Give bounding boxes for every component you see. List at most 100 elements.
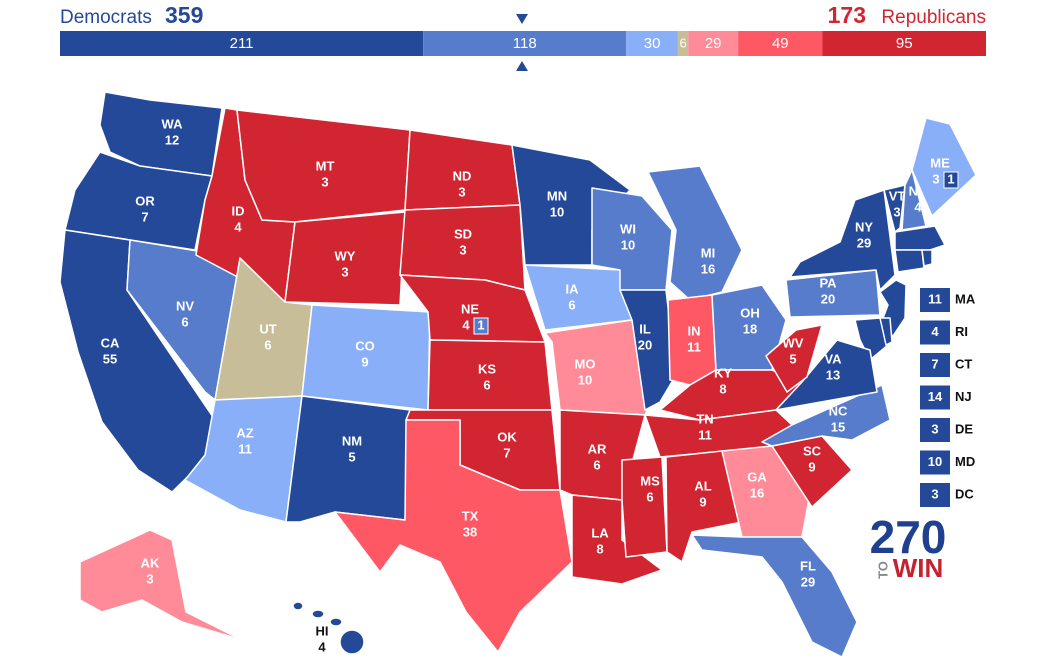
state-ev: 10 [578,372,592,387]
state-shape [524,264,633,331]
state-ev: 13 [826,367,840,382]
state-abbr: NM [342,433,362,448]
state-shape [339,629,365,655]
state-ev: 6 [181,314,188,329]
state-ks: KS6 [427,339,553,411]
state-vt: VT3 [883,184,906,233]
state-ev: 9 [808,459,815,474]
small-state-abbr: CT [955,356,972,371]
district-box [943,171,959,189]
small-state: 7 CT [920,353,972,377]
small-state-abbr: MA [955,291,976,306]
state-ev: 11 [687,339,701,354]
state-abbr: FL [800,558,816,573]
state-abbr: ME [930,155,950,170]
state-abbr: NY [855,219,873,234]
state-ma [894,225,946,251]
state-abbr: CO [355,338,375,353]
state-ev: 29 [801,574,815,589]
small-state-ev: 3 [931,421,938,436]
state-abbr: ND [453,168,472,183]
state-abbr: WY [335,248,356,263]
state-sd: SD3 [399,204,526,291]
bar-segment-label: 6 [679,35,686,50]
small-state-ev: 11 [928,291,942,306]
state-abbr: IL [639,321,651,336]
state-ev: 5 [789,351,796,366]
small-state: 10 MD [920,450,975,475]
state-ev: 11 [698,427,712,442]
state-ri [921,249,933,267]
state-abbr: SD [454,226,472,241]
small-state-ev: 10 [928,454,942,469]
state-ev: 4 [914,199,922,214]
bar-segment-label: 30 [644,35,661,52]
state-abbr: ID [232,203,245,218]
state-abbr: GA [747,469,767,484]
state-ev: 20 [638,337,652,352]
state-shape [329,617,343,627]
state-abbr: TN [696,411,713,426]
small-state-ev: 3 [931,486,938,501]
bar-segment [738,31,823,56]
state-ev: 3 [893,204,900,219]
small-state-ev: 7 [931,356,938,371]
state-abbr: MI [701,245,715,260]
state-abbr: TX [462,508,479,523]
majority-marker-top [516,14,528,24]
state-ev: 3 [321,174,328,189]
state-abbr: LA [591,525,609,540]
state-ev: 4 [318,639,326,654]
logo-to: TO [875,561,890,579]
state-abbr: AZ [236,425,253,440]
small-state-box [920,418,950,442]
state-shape [292,601,304,611]
bar-segment-label: 49 [772,35,789,52]
state-abbr: WI [620,221,636,236]
state-nd: ND3 [404,129,521,211]
small-state-box [920,450,950,475]
state-ev: 8 [596,541,603,556]
state-me: ME3 1 [911,117,977,217]
state-ia: IA6 [524,264,633,331]
dem-label: Democrats [60,7,152,28]
state-abbr: CA [101,335,120,350]
small-state: 3 DE [920,418,973,442]
small-state-abbr: DE [955,421,973,436]
state-abbr: WA [162,116,184,131]
small-state: 4 RI [920,320,968,345]
state-ev: 4 [234,219,242,234]
state-shape [621,456,668,558]
state-hi: HI4 [292,601,365,655]
state-abbr: HI [316,623,329,638]
state-abbr: MT [316,158,335,173]
state-abbr: KS [478,361,496,376]
bar-segment-label: 95 [896,35,913,52]
state-shape [883,184,906,233]
state-wv: WV5 [765,324,823,393]
state-shape [775,339,878,411]
state-abbr: OK [497,429,517,444]
bar-segment [822,31,986,56]
state-ev: 6 [593,457,600,472]
state-ev: 29 [857,235,871,250]
state-ms: MS6 [621,456,668,558]
bar-segment [688,31,739,56]
state-ct [894,249,925,273]
state-ev: 3 [932,171,939,186]
state-abbr: PA [819,275,837,290]
small-state-abbr: NJ [955,389,972,404]
state-shape [334,419,573,653]
state-ev: 6 [264,337,271,352]
state-ev: 16 [701,261,715,276]
state-abbr: VA [824,351,842,366]
state-shape [619,289,677,411]
state-abbr: SC [803,443,822,458]
state-ev: 16 [750,485,764,500]
state-shape [691,534,858,658]
